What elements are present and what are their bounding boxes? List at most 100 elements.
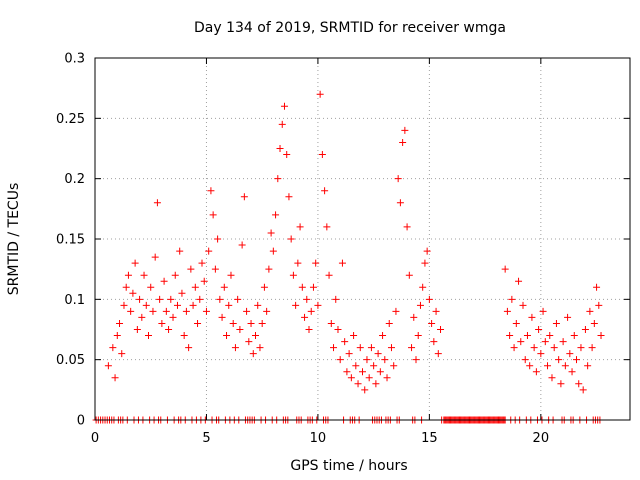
data-point — [526, 362, 534, 370]
data-point — [327, 319, 335, 327]
data-point — [149, 307, 157, 315]
data-point — [200, 277, 208, 285]
data-point — [298, 283, 306, 291]
data-point — [390, 362, 398, 370]
data-point — [421, 259, 429, 267]
data-point — [140, 271, 148, 279]
data-point — [301, 313, 309, 321]
data-point — [535, 326, 543, 333]
data-point — [548, 374, 556, 382]
data-point — [305, 326, 313, 333]
data-point — [167, 295, 175, 303]
data-point — [343, 368, 351, 376]
data-point — [432, 307, 440, 315]
data-point — [423, 247, 431, 255]
data-point — [561, 362, 569, 370]
data-point — [165, 326, 173, 333]
data-point — [162, 307, 170, 315]
data-point — [588, 344, 596, 352]
grid-lines — [95, 58, 630, 420]
data-point — [330, 344, 338, 352]
data-point — [278, 120, 286, 128]
data-point — [274, 175, 282, 183]
data-point — [129, 289, 137, 297]
data-point — [120, 301, 128, 309]
data-point — [272, 211, 280, 219]
data-point — [383, 374, 391, 382]
data-point — [568, 368, 576, 376]
data-point — [374, 350, 382, 358]
y-tick-label: 0.1 — [64, 293, 85, 308]
data-point — [517, 338, 525, 346]
data-point — [359, 368, 366, 376]
data-point — [256, 344, 264, 352]
data-point — [280, 102, 288, 110]
data-point — [138, 313, 146, 321]
data-point — [191, 283, 199, 291]
data-point — [220, 283, 228, 291]
data-point — [171, 271, 179, 279]
data-point — [202, 307, 210, 315]
data-point — [214, 235, 222, 243]
data-point — [501, 265, 509, 273]
data-point — [410, 313, 418, 321]
data-point — [254, 301, 262, 309]
data-point — [156, 295, 164, 303]
data-point — [508, 295, 516, 303]
data-point — [347, 374, 355, 382]
data-point — [245, 338, 253, 346]
data-point — [209, 211, 217, 219]
data-point — [127, 307, 135, 315]
data-point — [109, 344, 117, 352]
data-point — [428, 319, 436, 327]
data-point — [252, 332, 259, 340]
data-point — [287, 235, 295, 243]
y-axis-title: SRMTID / TECUs — [6, 183, 22, 296]
data-point — [345, 350, 353, 358]
data-point — [401, 126, 409, 134]
data-point — [570, 332, 578, 340]
data-point — [519, 301, 527, 309]
data-point — [544, 362, 552, 370]
data-point — [336, 356, 344, 364]
y-tick-label: 0.3 — [64, 52, 85, 67]
data-point — [294, 259, 302, 267]
data-point — [116, 319, 124, 327]
data-point — [434, 350, 442, 358]
data-point — [356, 344, 364, 352]
data-point — [269, 247, 277, 255]
x-tick-label: 15 — [421, 431, 438, 446]
data-point — [363, 356, 371, 364]
data-point — [559, 338, 567, 346]
data-point — [223, 332, 231, 340]
data-point — [318, 151, 326, 159]
data-point — [316, 90, 324, 98]
data-point — [372, 380, 380, 388]
data-point — [512, 319, 520, 327]
data-point — [198, 259, 206, 267]
data-point — [334, 326, 342, 333]
x-tick-label: 5 — [202, 431, 210, 446]
data-point — [555, 356, 563, 364]
data-point — [581, 326, 589, 333]
data-point — [267, 229, 275, 237]
data-point — [521, 356, 529, 364]
data-point — [573, 356, 580, 364]
data-point — [552, 319, 560, 327]
data-point — [523, 332, 531, 340]
data-point — [247, 319, 255, 327]
data-point — [430, 338, 438, 346]
data-point — [575, 380, 583, 388]
x-tick-label: 0 — [91, 431, 99, 446]
data-point — [178, 289, 186, 297]
data-point — [211, 265, 219, 273]
data-point — [173, 301, 181, 309]
data-point — [180, 332, 188, 340]
data-point — [249, 350, 257, 358]
data-point — [292, 301, 300, 309]
data-point — [370, 362, 378, 370]
data-point — [147, 283, 155, 291]
y-tick-label: 0.25 — [56, 112, 85, 127]
data-point — [408, 344, 416, 352]
data-point — [303, 295, 311, 303]
